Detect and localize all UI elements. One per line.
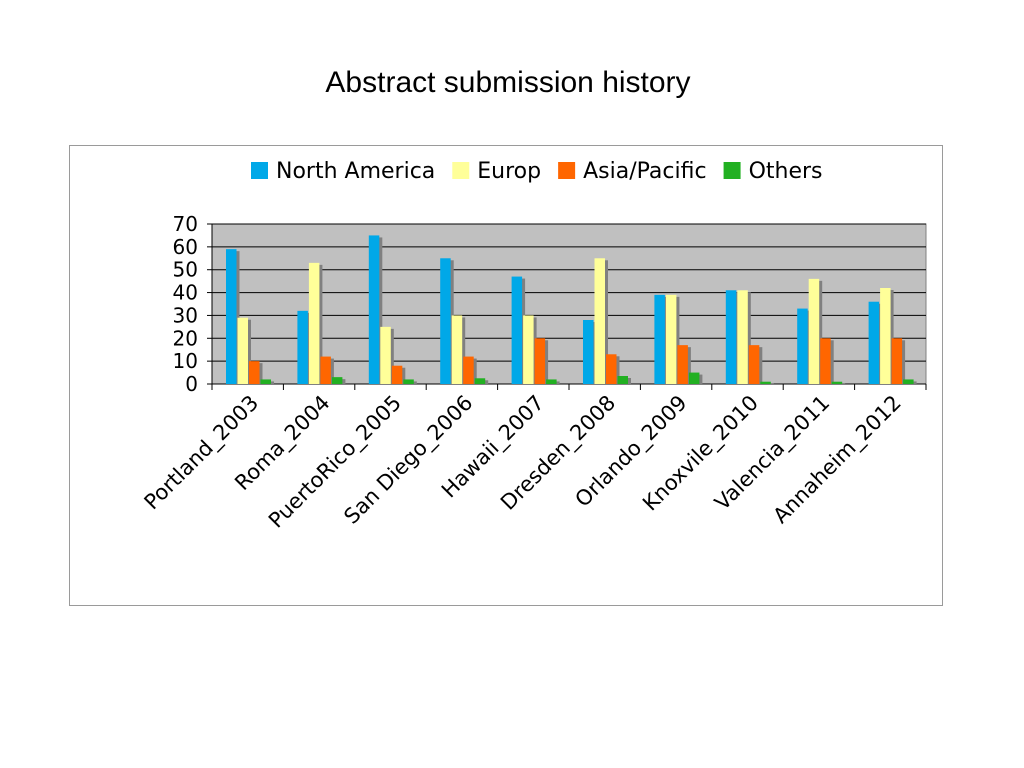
legend-swatch-others [723, 162, 741, 179]
legend-label-asia-pacific: Asia/Pacific [583, 159, 706, 184]
legend-label-north-america: North America [276, 159, 435, 184]
bar-asia-pacific-roma-2004 [320, 356, 331, 384]
bar-others-hawaii-2007 [546, 379, 557, 384]
bar-others-knoxvile-2010 [760, 381, 771, 384]
x-category-label: PuertoRico_2005 [264, 391, 407, 534]
bar-north-america-hawaii-2007 [511, 276, 523, 384]
legend-swatch-north-america [251, 162, 268, 179]
bar-europ-portland-2003 [237, 317, 248, 384]
y-tick-label: 30 [173, 303, 198, 327]
bar-others-portland-2003 [260, 379, 271, 384]
bar-asia-pacific-orlando-2009 [677, 345, 688, 384]
bar-north-america-roma-2004 [297, 310, 308, 384]
bar-north-america-puertorico-2005 [368, 235, 380, 384]
bar-asia-pacific-san-diego-2006 [463, 356, 474, 384]
legend-label-europ: Europ [477, 159, 541, 184]
x-category-label: Annaheim_2012 [768, 391, 906, 529]
bar-europ-roma-2004 [308, 262, 320, 384]
y-tick-label: 50 [173, 258, 198, 282]
bar-europ-dresden-2008 [594, 258, 605, 384]
bar-others-dresden-2008 [617, 376, 628, 384]
bar-asia-pacific-portland-2003 [249, 361, 260, 384]
y-tick-label: 60 [173, 235, 198, 259]
bar-asia-pacific-puertorico-2005 [391, 365, 403, 384]
bar-others-san-diego-2006 [474, 378, 486, 384]
bar-others-roma-2004 [331, 377, 343, 384]
bar-asia-pacific-knoxvile-2010 [748, 345, 760, 384]
y-tick-label: 20 [173, 326, 198, 350]
bar-north-america-knoxvile-2010 [725, 290, 737, 384]
slide-title: Abstract submission history [325, 66, 691, 99]
bar-asia-pacific-annaheim-2012 [891, 338, 903, 384]
bar-europ-hawaii-2007 [523, 315, 534, 384]
y-tick-label: 40 [173, 281, 198, 305]
bar-europ-knoxvile-2010 [737, 290, 748, 384]
legend-swatch-asia-pacific [558, 162, 576, 179]
x-category-label: San Diego_2006 [339, 391, 478, 530]
legend-swatch-europ [452, 162, 470, 179]
bar-north-america-san-diego-2006 [440, 258, 451, 384]
bar-europ-puertorico-2005 [380, 326, 391, 384]
bar-asia-pacific-dresden-2008 [606, 354, 617, 384]
bar-north-america-annaheim-2012 [868, 301, 880, 384]
legend-label-others: Others [749, 159, 823, 184]
bar-asia-pacific-valencia-2011 [820, 338, 831, 384]
x-category-label: Portland_2003 [140, 391, 264, 515]
bar-others-annaheim-2012 [903, 379, 914, 384]
y-tick-label: 0 [185, 372, 198, 396]
bar-europ-orlando-2009 [665, 294, 677, 384]
bar-north-america-portland-2003 [226, 249, 237, 384]
y-tick-label: 70 [173, 212, 198, 236]
bar-europ-san-diego-2006 [451, 315, 463, 384]
bar-north-america-orlando-2009 [654, 294, 665, 384]
bar-others-puertorico-2005 [403, 379, 414, 384]
bar-north-america-valencia-2011 [797, 308, 808, 384]
bar-europ-valencia-2011 [808, 278, 820, 384]
bar-north-america-dresden-2008 [583, 320, 594, 384]
bar-europ-annaheim-2012 [880, 288, 891, 384]
y-tick-label: 10 [173, 349, 198, 373]
bar-others-orlando-2009 [688, 372, 700, 384]
bar-others-valencia-2011 [831, 381, 843, 384]
bar-asia-pacific-hawaii-2007 [534, 338, 546, 384]
